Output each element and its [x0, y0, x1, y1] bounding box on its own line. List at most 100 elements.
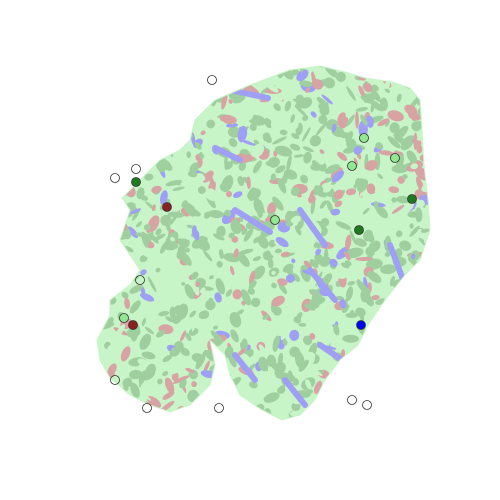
landcover-patch: [187, 66, 196, 70]
site-marker: [390, 153, 400, 163]
landcover-patch: [108, 411, 119, 420]
landcover-patch: [391, 368, 400, 378]
landcover-patch: [191, 381, 197, 388]
landcover-patch: [168, 111, 183, 122]
landcover-patch: [124, 297, 130, 310]
landcover-patch: [199, 153, 205, 159]
landcover-patch: [290, 114, 296, 123]
landcover-patch: [181, 282, 186, 286]
landcover-patch: [122, 377, 133, 388]
landcover-patch: [107, 363, 117, 377]
landcover-patch: [191, 353, 205, 363]
landcover-patch: [409, 318, 422, 334]
landcover-patch: [195, 76, 200, 89]
landcover-patch: [229, 265, 235, 276]
landcover-patch: [357, 178, 369, 193]
landcover-patch: [228, 232, 235, 239]
landcover-patch: [103, 209, 114, 218]
landcover-patch: [129, 300, 141, 314]
landcover-patch: [231, 276, 242, 287]
landcover-patch: [97, 393, 103, 408]
landcover-patch: [223, 201, 233, 210]
landcover-patch: [345, 234, 352, 250]
landcover-patch: [426, 180, 430, 191]
landcover-patch: [315, 248, 322, 256]
landcover-patch: [277, 178, 287, 194]
landcover-patch: [181, 92, 187, 99]
landcover-patch: [269, 248, 276, 256]
landcover-patch: [425, 77, 430, 88]
landcover-patch: [375, 142, 383, 150]
landcover-patch: [335, 182, 340, 187]
landcover-patch: [333, 393, 340, 410]
landcover-patch: [145, 363, 156, 376]
landcover-patch: [296, 69, 309, 82]
landcover-patch: [237, 125, 248, 143]
landcover-patch: [368, 362, 378, 379]
landcover-patch: [180, 108, 195, 115]
landcover-patch: [97, 134, 100, 142]
landcover-patch: [274, 145, 293, 157]
landcover-patch: [377, 66, 384, 75]
landcover-patch: [248, 280, 257, 289]
landcover-patch: [329, 309, 339, 319]
landcover-patch: [157, 113, 163, 119]
landcover-patch: [233, 400, 241, 408]
landcover-patch: [185, 367, 195, 374]
landcover-patch: [310, 111, 317, 118]
landcover-patch: [113, 85, 125, 99]
landcover-patch: [360, 114, 368, 126]
landcover-patch: [384, 391, 392, 400]
landcover-patch: [98, 66, 104, 72]
landcover-patch: [429, 97, 430, 104]
landcover-patch: [159, 190, 168, 205]
landcover-patch: [223, 309, 228, 319]
landcover-patch: [394, 419, 399, 420]
landcover-patch: [151, 98, 160, 110]
landcover-patch: [363, 417, 371, 420]
landcover-patch: [130, 90, 145, 101]
landcover-patch: [384, 87, 390, 94]
landcover-patch: [290, 187, 300, 196]
landcover-patch: [183, 343, 199, 355]
landcover-patch: [120, 146, 128, 155]
landcover-patch: [384, 80, 391, 89]
landcover-patch: [389, 370, 405, 381]
landcover-patch: [426, 75, 430, 84]
landcover-patch: [158, 297, 170, 310]
landcover-patch: [136, 66, 147, 81]
site-marker: [347, 161, 357, 171]
landcover-patch: [108, 260, 116, 270]
landcover-patch: [375, 205, 389, 219]
landcover-patch: [331, 123, 337, 133]
landcover-patch: [139, 333, 152, 350]
landcover-patch: [173, 316, 182, 324]
landcover-patch: [129, 284, 143, 294]
landcover-patch: [266, 83, 279, 93]
landcover-patch: [179, 379, 187, 389]
landcover-patch: [395, 230, 403, 238]
landcover-patch: [241, 405, 248, 417]
landcover-patch: [363, 82, 373, 93]
landcover-patch: [279, 129, 288, 136]
landcover-patch: [143, 98, 154, 115]
landcover-patch: [172, 173, 184, 182]
landcover-patch: [262, 132, 271, 142]
landcover-patch: [415, 297, 421, 304]
landcover-patch: [208, 275, 214, 280]
landcover-patch: [308, 289, 320, 295]
landcover-patch: [180, 330, 187, 342]
landcover-patch: [324, 136, 336, 146]
landcover-patch: [98, 257, 107, 268]
landcover-patch: [143, 224, 151, 231]
landcover-patch: [323, 142, 335, 148]
landcover-patch: [200, 68, 212, 80]
landcover-patch: [113, 320, 121, 328]
landcover-patch: [129, 208, 141, 215]
landcover-patch: [379, 97, 389, 111]
landcover-patch: [237, 70, 247, 86]
landcover-patch: [409, 66, 418, 71]
landcover-patch: [363, 142, 371, 152]
landcover-patch: [186, 151, 192, 159]
landcover-patch: [250, 143, 265, 158]
